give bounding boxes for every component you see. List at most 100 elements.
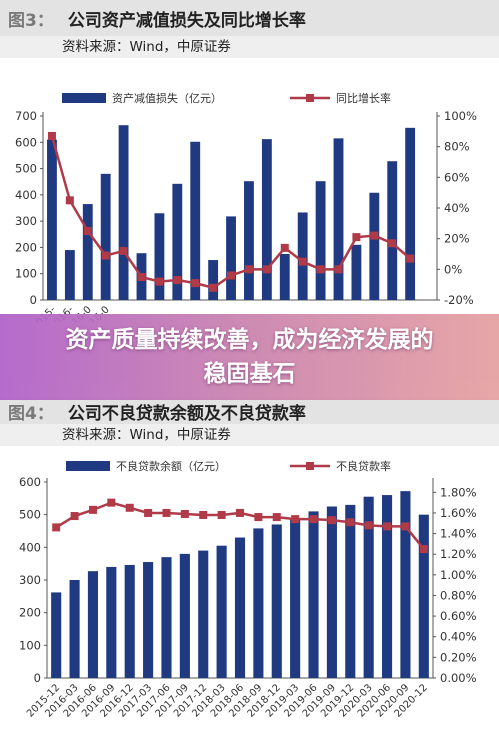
- line-point: [291, 515, 300, 524]
- bar: [190, 141, 201, 300]
- bar: [143, 562, 154, 678]
- bar: [279, 254, 290, 300]
- headline-banner: 资产质量持续改善，成为经济发展的稳固基石: [0, 314, 499, 400]
- y-left-tick-label: 500: [15, 162, 37, 176]
- bar: [333, 138, 344, 300]
- y-left-tick-label: 0: [30, 293, 37, 307]
- bar: [118, 125, 129, 300]
- figure-1-source: 资料来源：Wind，中原证券: [0, 36, 499, 58]
- line-point: [272, 513, 281, 522]
- chart-1-svg: 资产减值损失（亿元） 同比增长率 0 100 200 300 400 500 600 700 -20…: [15, 91, 477, 322]
- y-left-tick-label: 400: [19, 540, 41, 554]
- y-left-tick-label: 100: [19, 638, 41, 652]
- line-point: [125, 503, 134, 512]
- chart-2-svg: 不良贷款余额（亿元） 不良贷款率 0 100 200 300 400 500 600 0.00% 0…: [19, 459, 477, 720]
- headline-text: 资产质量持续改善，成为经济发展的稳固基石: [65, 327, 434, 387]
- figure-1-title: 公司资产减值损失及同比增长率: [67, 10, 306, 31]
- bar: [345, 504, 356, 678]
- bar: [179, 553, 190, 678]
- line-point: [70, 512, 79, 521]
- legend-line-marker: [306, 94, 314, 102]
- y-right-tick-label: -20%: [444, 293, 474, 307]
- bar: [315, 181, 326, 300]
- line-point: [401, 522, 410, 531]
- figure-2-source: 资料来源：Wind，中原证券: [0, 424, 499, 446]
- line-point: [262, 265, 271, 274]
- line-point: [370, 231, 379, 240]
- line-point: [364, 521, 373, 530]
- bar: [106, 566, 117, 678]
- line-point: [406, 254, 415, 263]
- y-left-tick-label: 300: [19, 573, 41, 587]
- y-right-tick-label: 0.60%: [440, 609, 477, 623]
- y-right-tick-label: 0.20%: [440, 650, 477, 664]
- line-point: [217, 511, 226, 520]
- y-left-tick-label: 100: [15, 267, 37, 281]
- bar: [216, 545, 227, 678]
- y-right-tick-label: 0.80%: [440, 588, 477, 602]
- y-right-tick-label: 1.60%: [440, 506, 477, 520]
- y-right-tick-label: 1.20%: [440, 547, 477, 561]
- y-left-tick-label: 700: [15, 109, 37, 123]
- bar: [261, 139, 272, 300]
- bar: [244, 181, 254, 300]
- bar: [351, 244, 362, 300]
- y-right-tick-label: 1.40%: [440, 527, 477, 541]
- line-point: [419, 545, 428, 554]
- figure-1-header: 图3： 公司资产减值损失及同比增长率 资料来源：Wind，中原证券: [0, 0, 499, 58]
- bar: [387, 161, 398, 300]
- legend-line-label: 不良贷款率: [336, 459, 391, 473]
- bar: [87, 571, 99, 678]
- bar: [226, 216, 236, 300]
- figure-1-number: 图3：: [8, 10, 54, 31]
- y-right-tick-label: 1.80%: [440, 485, 477, 499]
- bar: [400, 491, 411, 678]
- y-right-tick-label: 100%: [444, 109, 477, 123]
- legend-line-marker: [306, 462, 314, 470]
- line-point: [383, 522, 392, 531]
- bar: [381, 495, 393, 678]
- y-right-tick-label: 20%: [444, 232, 470, 246]
- bar: [405, 127, 416, 300]
- bar: [253, 528, 264, 678]
- bar: [363, 496, 374, 678]
- y-left-tick-label: 200: [19, 606, 41, 620]
- bar: [172, 183, 183, 300]
- line-point: [107, 498, 116, 507]
- figure-2-number: 图4：: [8, 403, 54, 424]
- line-point: [180, 509, 189, 518]
- line-point: [209, 283, 218, 292]
- line-point: [309, 515, 318, 524]
- bar: [64, 250, 75, 300]
- bar: [297, 212, 308, 300]
- line-point: [191, 279, 200, 288]
- line-point: [199, 511, 208, 520]
- bar: [161, 557, 172, 678]
- line-point: [83, 227, 92, 235]
- bar: [154, 213, 165, 300]
- line-point: [101, 251, 110, 260]
- bar: [418, 514, 429, 678]
- bar: [100, 173, 111, 300]
- bar: [69, 580, 80, 678]
- bar: [51, 592, 62, 678]
- bar: [47, 139, 57, 300]
- line-point: [173, 276, 182, 285]
- line-point: [88, 505, 97, 514]
- y-left-tick-label: 0: [34, 671, 41, 685]
- legend-bar-swatch: [62, 93, 106, 103]
- y-right-tick-label: 0%: [444, 262, 462, 276]
- bar: [82, 204, 93, 300]
- line-point: [327, 516, 336, 525]
- legend-bar-swatch: [66, 461, 110, 471]
- y-left-tick-label: 500: [19, 508, 41, 522]
- line-point: [280, 243, 289, 252]
- line-point: [254, 513, 263, 522]
- line-point: [334, 265, 343, 274]
- figure-2-title: 公司不良贷款余额及不良贷款率: [67, 403, 306, 424]
- bar: [208, 260, 219, 300]
- line-point: [137, 273, 146, 281]
- y-right-tick-label: 40%: [444, 201, 470, 215]
- y-left-tick-label: 200: [15, 240, 37, 254]
- line-point: [119, 246, 128, 255]
